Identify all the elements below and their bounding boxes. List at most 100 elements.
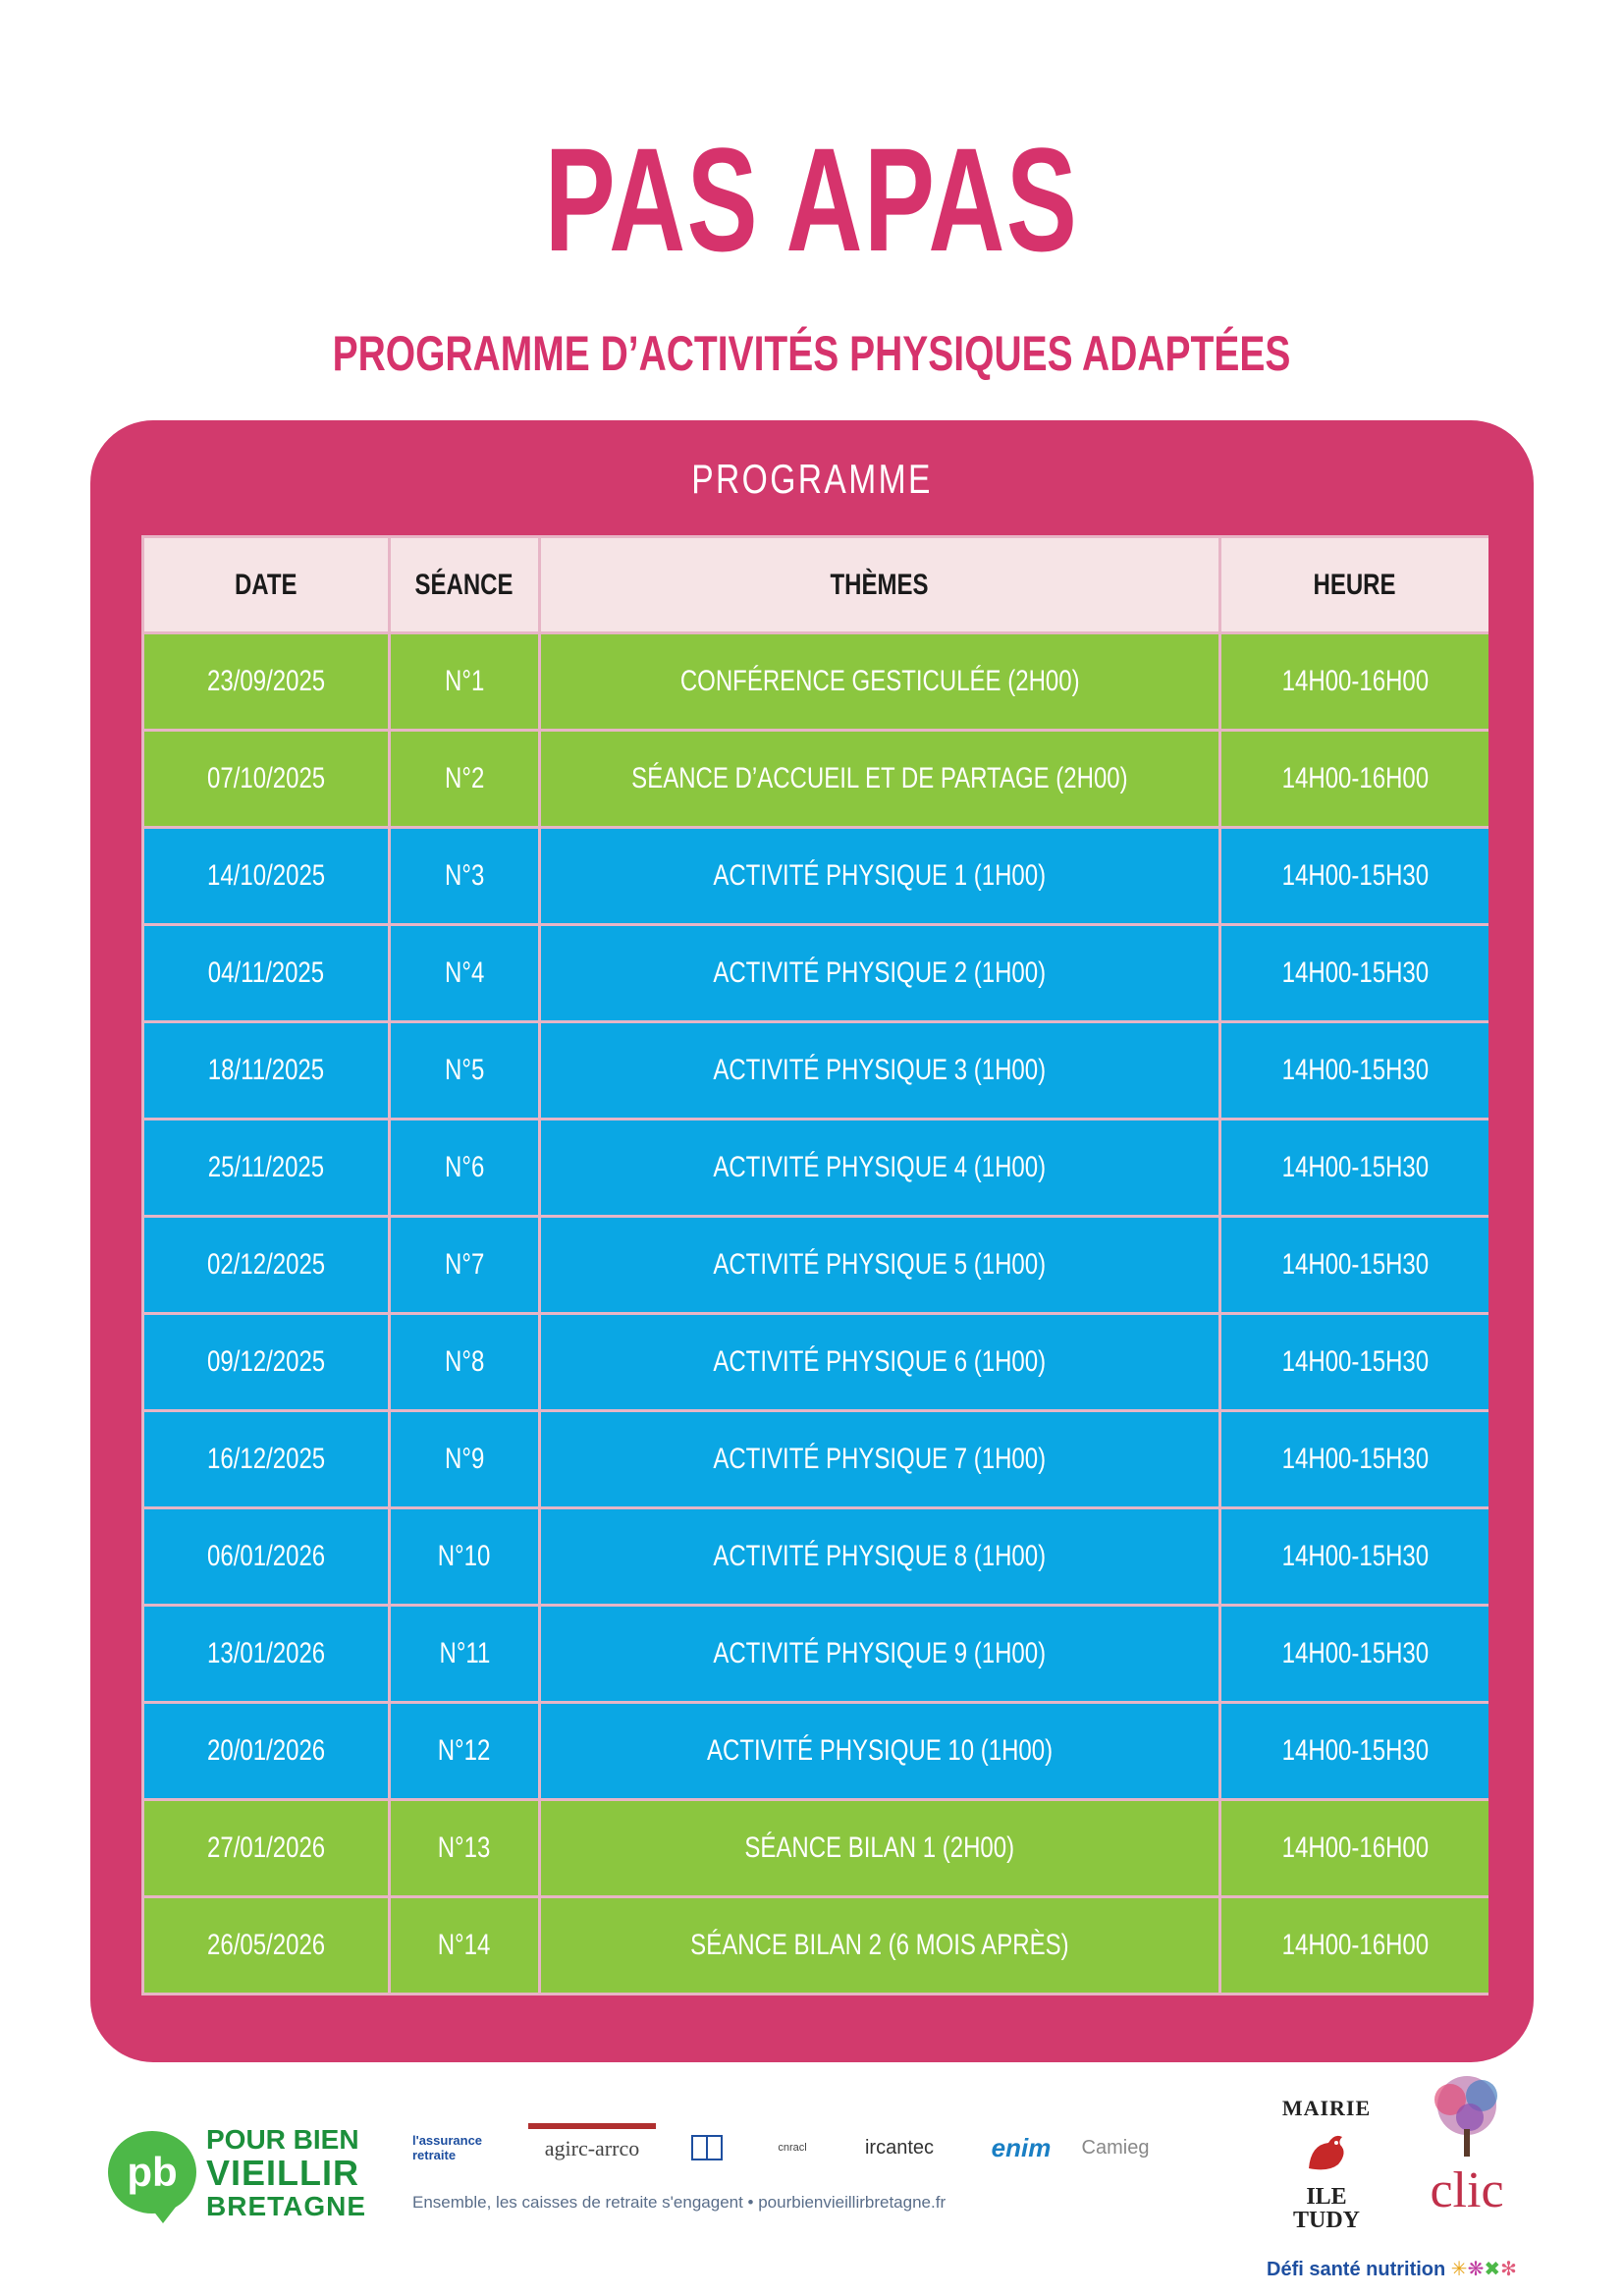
ircantec-logo: ircantec	[864, 2136, 935, 2159]
cell-text: 18/11/2025	[207, 1054, 325, 1086]
table-cell-seance: N°6	[391, 1121, 538, 1215]
table-cell-date: 20/01/2026	[144, 1704, 388, 1798]
mairie-tudy: TUDY	[1292, 2208, 1360, 2233]
cell-text: N°1	[444, 665, 485, 697]
table-cell-heure: 14H00-16H00	[1221, 1801, 1488, 1895]
flower-icons: ✳	[1450, 2259, 1468, 2280]
cell-text: 14H00-15H30	[1281, 1443, 1429, 1475]
pbvb-line1: POUR BIEN	[206, 2124, 359, 2155]
cell-text: ACTIVITÉ PHYSIQUE 8 (1H00)	[713, 1540, 1047, 1572]
cell-text: N°7	[444, 1248, 485, 1281]
column-header-date: DATE	[144, 538, 388, 631]
clic-logo: clic	[1398, 2070, 1536, 2218]
table-cell-date: 09/12/2025	[144, 1315, 388, 1409]
table-cell-date: 04/11/2025	[144, 926, 388, 1020]
table-cell-seance: N°2	[391, 732, 538, 826]
table-cell-theme: CONFÉRENCE GESTICULÉE (2H00)	[541, 634, 1218, 729]
cell-text: 14H00-15H30	[1281, 1151, 1429, 1183]
programme-table: DATE SÉANCE THÈMES HEURE 23/09/2025 N°1 CONFÉR…	[141, 535, 1488, 1995]
column-header-heure: HEURE	[1221, 538, 1488, 631]
cell-text: N°12	[438, 1734, 491, 1767]
column-header-label: SÉANCE	[414, 568, 514, 601]
page-title: PAS APAS	[544, 117, 1079, 282]
cell-text: 27/01/2026	[206, 1831, 326, 1864]
table-cell-heure: 14H00-15H30	[1221, 1607, 1488, 1701]
table-cell-theme: ACTIVITÉ PHYSIQUE 6 (1H00)	[541, 1315, 1218, 1409]
cell-text: N°8	[444, 1345, 485, 1378]
table-cell-date: 13/01/2026	[144, 1607, 388, 1701]
partner-logos: l'assurance retraite agirc-arrco cnracl …	[412, 2123, 1159, 2176]
cell-text: ACTIVITÉ PHYSIQUE 9 (1H00)	[713, 1637, 1047, 1669]
cell-text: 26/05/2026	[206, 1929, 326, 1961]
footer-tagline: Ensemble, les caisses de retraite s'enga…	[412, 2193, 947, 2212]
table-cell-heure: 14H00-15H30	[1221, 1412, 1488, 1506]
table-cell-date: 25/11/2025	[144, 1121, 388, 1215]
cell-text: 14H00-15H30	[1281, 1540, 1429, 1572]
cell-text: SÉANCE BILAN 2 (6 MOIS APRÈS)	[690, 1929, 1069, 1961]
cell-text: 06/01/2026	[206, 1540, 326, 1572]
table-cell-heure: 14H00-15H30	[1221, 1509, 1488, 1604]
table-cell-theme: ACTIVITÉ PHYSIQUE 2 (1H00)	[541, 926, 1218, 1020]
cell-text: 09/12/2025	[206, 1345, 326, 1378]
table-cell-date: 27/01/2026	[144, 1801, 388, 1895]
camieg-logo: Camieg	[1081, 2136, 1150, 2159]
table-cell-theme: ACTIVITÉ PHYSIQUE 9 (1H00)	[541, 1607, 1218, 1701]
cell-text: 20/01/2026	[206, 1734, 326, 1767]
table-cell-heure: 14H00-15H30	[1221, 1704, 1488, 1798]
cell-text: 14H00-16H00	[1281, 1831, 1429, 1864]
cell-text: N°4	[444, 957, 485, 989]
cell-text: 02/12/2025	[206, 1248, 326, 1281]
table-cell-seance: N°8	[391, 1315, 538, 1409]
agirc-arrco-logo: agirc-arrco	[528, 2123, 656, 2168]
table-cell-heure: 14H00-15H30	[1221, 1121, 1488, 1215]
cell-text: ACTIVITÉ PHYSIQUE 5 (1H00)	[713, 1248, 1047, 1281]
table-cell-seance: N°14	[391, 1898, 538, 1993]
table-cell-heure: 14H00-15H30	[1221, 829, 1488, 923]
tree-icon	[1434, 2076, 1497, 2157]
column-header-seance: SÉANCE	[391, 538, 538, 631]
table-cell-theme: SÉANCE BILAN 2 (6 MOIS APRÈS)	[541, 1898, 1218, 1993]
cell-text: 04/11/2025	[207, 957, 325, 989]
cell-text: N°13	[438, 1831, 491, 1864]
table-cell-heure: 14H00-16H00	[1221, 1898, 1488, 1993]
table-cell-theme: ACTIVITÉ PHYSIQUE 10 (1H00)	[541, 1704, 1218, 1798]
table-cell-seance: N°3	[391, 829, 538, 923]
table-cell-seance: N°1	[391, 634, 538, 729]
cell-text: 14/10/2025	[206, 859, 326, 892]
enim-logo: enim	[991, 2132, 1052, 2162]
table-cell-theme: ACTIVITÉ PHYSIQUE 8 (1H00)	[541, 1509, 1218, 1604]
cell-text: N°9	[444, 1443, 485, 1475]
defi-sante-nutrition: Défi santé nutrition ✳❋✖✻	[1267, 2259, 1517, 2280]
table-cell-date: 23/09/2025	[144, 634, 388, 729]
cell-text: 23/09/2025	[206, 665, 326, 697]
table-cell-theme: ACTIVITÉ PHYSIQUE 5 (1H00)	[541, 1218, 1218, 1312]
cell-text: ACTIVITÉ PHYSIQUE 3 (1H00)	[713, 1054, 1047, 1086]
pbvb-wordmark: POUR BIEN VIEILLIR BRETAGNE	[206, 2123, 366, 2223]
cell-text: N°6	[444, 1151, 485, 1183]
defi-label: Défi santé nutrition	[1267, 2259, 1446, 2280]
cell-text: N°10	[438, 1540, 491, 1572]
cell-text: CONFÉRENCE GESTICULÉE (2H00)	[679, 665, 1080, 697]
table-cell-theme: SÉANCE BILAN 1 (2H00)	[541, 1801, 1218, 1895]
table-cell-date: 16/12/2025	[144, 1412, 388, 1506]
column-header-label: DATE	[235, 568, 298, 601]
table-cell-seance: N°5	[391, 1023, 538, 1118]
table-cell-seance: N°4	[391, 926, 538, 1020]
cell-text: 07/10/2025	[206, 762, 326, 794]
mairie-ile-tudy-logo: MAIRIE ILE TUDY	[1272, 2096, 1380, 2232]
cnracl-logo: cnracl	[778, 2142, 807, 2154]
cell-text: 14H00-16H00	[1281, 1929, 1429, 1961]
cell-text: N°2	[444, 762, 485, 794]
cell-text: ACTIVITÉ PHYSIQUE 7 (1H00)	[713, 1443, 1047, 1475]
mairie-label: MAIRIE	[1281, 2096, 1372, 2120]
table-cell-date: 14/10/2025	[144, 829, 388, 923]
column-header-theme: THÈMES	[541, 538, 1218, 631]
cell-text: 14H00-16H00	[1281, 762, 1429, 794]
table-cell-heure: 14H00-15H30	[1221, 1023, 1488, 1118]
table-cell-seance: N°12	[391, 1704, 538, 1798]
cell-text: SÉANCE BILAN 1 (2H00)	[744, 1831, 1015, 1864]
table-cell-seance: N°11	[391, 1607, 538, 1701]
book-icon	[677, 2123, 736, 2172]
cell-text: 16/12/2025	[206, 1443, 326, 1475]
cell-text: N°11	[439, 1637, 490, 1669]
